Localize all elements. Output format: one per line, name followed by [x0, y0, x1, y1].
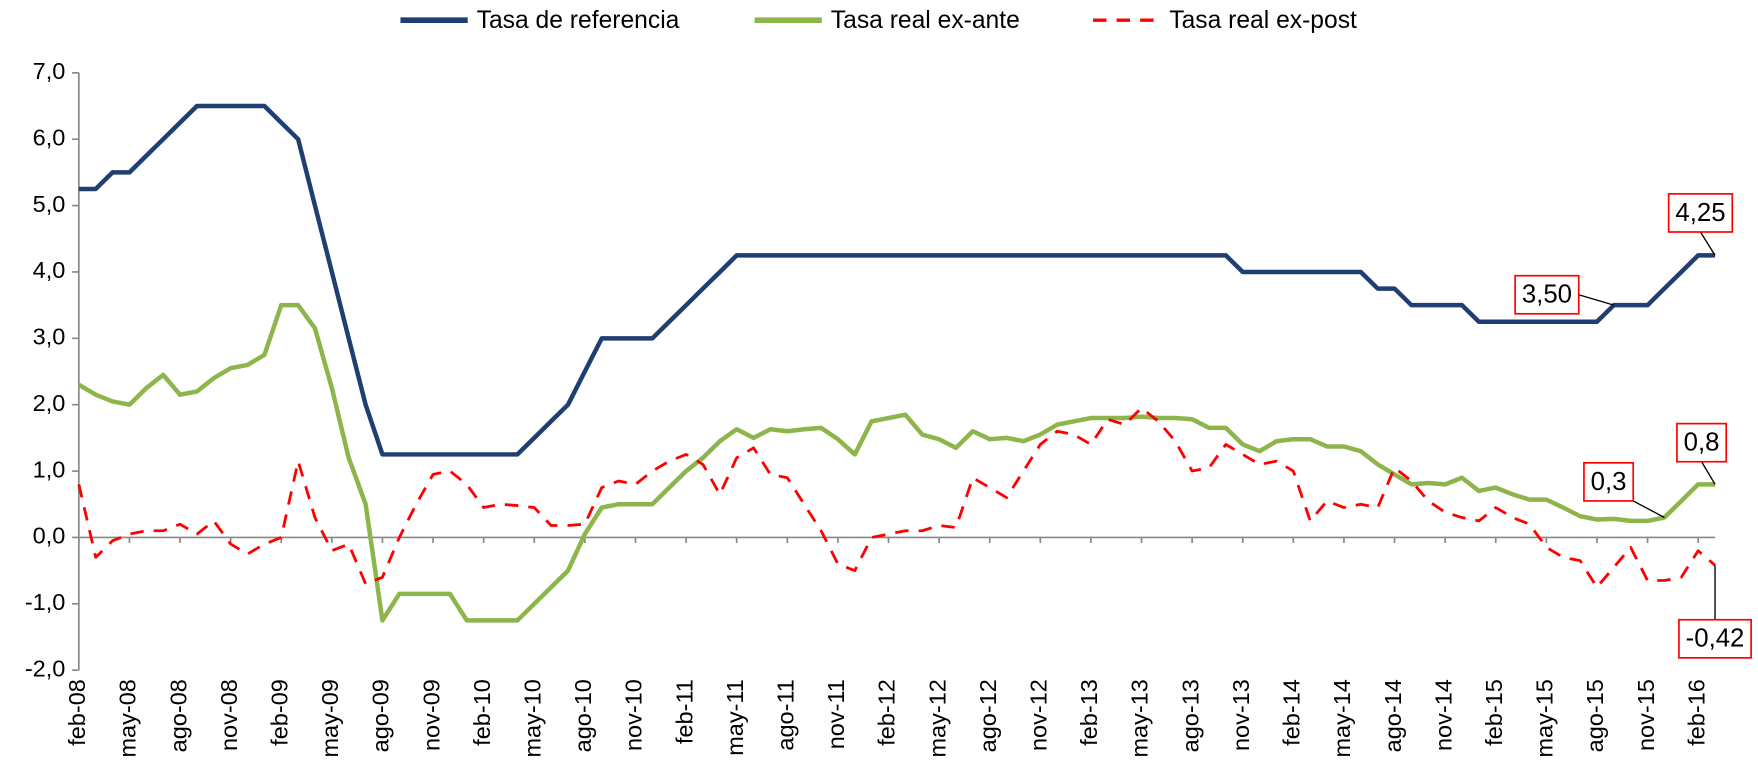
leader-line	[1578, 294, 1615, 306]
x-tick-label: may-15	[1532, 679, 1558, 757]
y-tick-label: 2,0	[33, 390, 66, 416]
x-tick-label: may-09	[317, 679, 343, 757]
y-tick-label: -1,0	[25, 589, 66, 615]
data-label: 4,25	[1675, 199, 1725, 227]
x-tick-label: nov-14	[1430, 679, 1456, 751]
x-tick-label: feb-15	[1481, 679, 1507, 746]
series-line	[77, 302, 1716, 623]
x-tick-label: may-08	[115, 679, 141, 757]
x-tick-label: ago-12	[975, 679, 1001, 752]
x-tick-label: nov-10	[621, 679, 647, 751]
x-tick-label: feb-13	[1076, 679, 1102, 746]
label-box	[1667, 193, 1734, 233]
x-tick-label: nov-12	[1026, 679, 1052, 751]
y-tick-label: -2,0	[25, 655, 66, 681]
x-tick-label: ago-10	[570, 679, 596, 752]
x-tick-label: feb-11	[671, 679, 697, 744]
data-label: 0,3	[1591, 468, 1627, 496]
x-tick-label: ago-09	[368, 679, 394, 752]
label-box	[1583, 462, 1635, 502]
x-tick-label: ago-14	[1380, 679, 1406, 752]
series-line	[77, 406, 1716, 589]
y-tick-label: 0,0	[33, 523, 66, 549]
x-tick-label: ago-08	[165, 679, 191, 752]
x-tick-label: feb-14	[1279, 679, 1305, 746]
leader-line	[1701, 461, 1716, 485]
x-tick-label: nov-08	[216, 679, 242, 751]
x-tick-label: nov-15	[1633, 679, 1659, 751]
label-box	[1676, 422, 1728, 463]
legend-label: Tasa real ex-ante	[831, 7, 1020, 34]
x-tick-label: may-12	[924, 679, 950, 757]
leader-line	[1699, 231, 1716, 256]
leader-line	[1632, 500, 1665, 519]
data-label: 0,8	[1684, 429, 1720, 457]
x-tick-label: ago-11	[773, 679, 799, 750]
x-tick-label: ago-15	[1582, 679, 1608, 752]
y-tick-label: 6,0	[33, 124, 66, 150]
legend-label: Tasa real ex-post	[1169, 7, 1357, 34]
y-tick-label: 7,0	[33, 58, 66, 84]
label-box	[1678, 618, 1752, 659]
x-tick-label: feb-08	[64, 679, 90, 746]
x-tick-label: feb-16	[1683, 679, 1709, 746]
x-tick-label: feb-10	[469, 679, 495, 746]
data-label: -0,42	[1686, 625, 1745, 653]
label-box	[1514, 274, 1580, 315]
x-tick-label: may-13	[1127, 679, 1153, 757]
x-tick-label: may-10	[519, 679, 545, 757]
x-tick-label: feb-12	[874, 679, 900, 746]
x-tick-label: nov-13	[1228, 679, 1254, 751]
y-tick-label: 4,0	[33, 257, 66, 283]
x-tick-label: nov-11	[823, 679, 849, 749]
data-label: 3,50	[1522, 281, 1572, 309]
x-tick-label: may-11	[722, 679, 748, 756]
x-tick-label: may-14	[1329, 679, 1355, 757]
x-tick-label: feb-09	[266, 679, 292, 746]
y-tick-label: 1,0	[33, 456, 66, 482]
x-tick-label: ago-13	[1177, 679, 1203, 752]
series-line	[78, 103, 1716, 457]
legend-label: Tasa de referencia	[477, 7, 680, 34]
x-tick-label: nov-09	[418, 679, 444, 751]
y-tick-label: 3,0	[33, 324, 66, 350]
y-tick-label: 5,0	[33, 191, 66, 217]
